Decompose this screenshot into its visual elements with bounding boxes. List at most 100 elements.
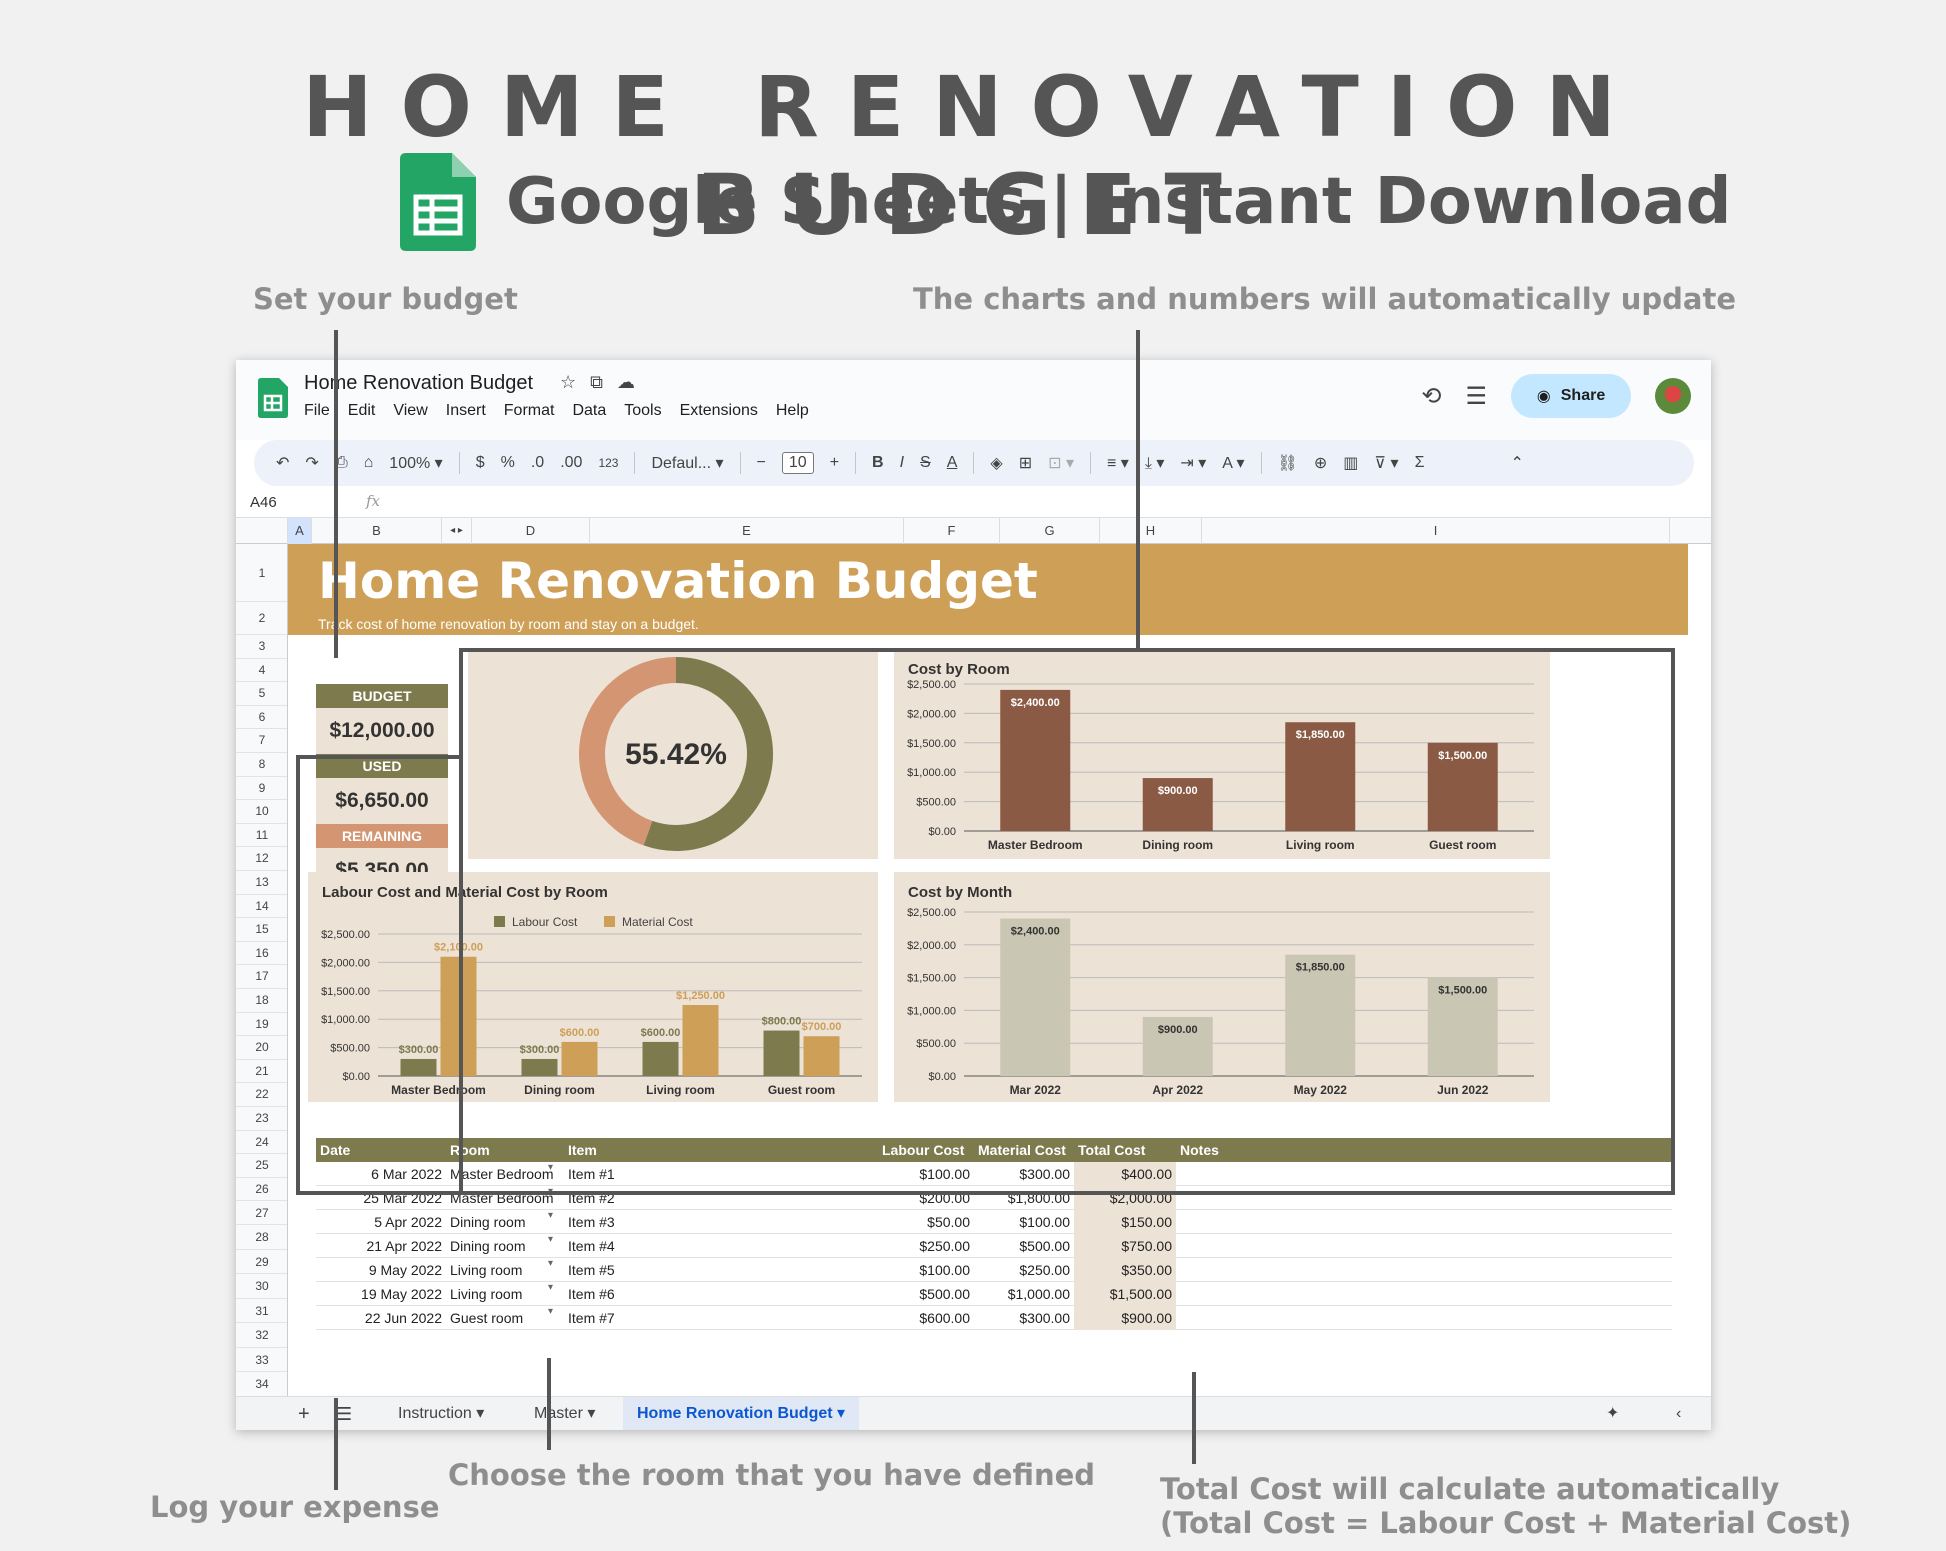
document-title[interactable]: Home Renovation Budget bbox=[304, 372, 534, 394]
text-color-icon[interactable]: A bbox=[946, 454, 958, 471]
row-header[interactable]: 31 bbox=[236, 1299, 287, 1324]
table-cell[interactable]: $100.00 bbox=[1019, 1214, 1070, 1230]
row-header[interactable]: 16 bbox=[236, 942, 287, 966]
zoom-select[interactable]: 100% ▾ bbox=[389, 455, 443, 472]
table-cell[interactable]: $900.00 bbox=[1074, 1306, 1176, 1330]
table-cell[interactable]: 19 May 2022 bbox=[361, 1286, 442, 1302]
room-dropdown-icon[interactable]: ▾ bbox=[548, 1234, 554, 1245]
share-button[interactable]: ◉ Share bbox=[1511, 374, 1631, 418]
row-header[interactable]: 24 bbox=[236, 1131, 287, 1155]
room-dropdown-icon[interactable]: ▾ bbox=[548, 1306, 554, 1317]
column-header[interactable]: ◂ ▸ bbox=[442, 518, 472, 544]
table-cell[interactable]: 21 Apr 2022 bbox=[366, 1238, 442, 1254]
horizontal-align-icon[interactable]: ≡ ▾ bbox=[1107, 455, 1129, 472]
table-cell[interactable]: 9 May 2022 bbox=[368, 1262, 442, 1278]
explore-icon[interactable]: ✦ bbox=[1606, 1405, 1620, 1422]
column-header[interactable]: G bbox=[1000, 518, 1100, 544]
table-cell[interactable]: Item #5 bbox=[568, 1262, 615, 1278]
table-row[interactable]: 19 May 2022 ▾ Living room Item #6 $500.00 $1,… bbox=[316, 1282, 1672, 1306]
functions-icon[interactable]: Σ bbox=[1414, 454, 1425, 471]
row-header[interactable]: 20 bbox=[236, 1036, 287, 1060]
table-cell[interactable]: $750.00 bbox=[1074, 1234, 1176, 1258]
row-header[interactable]: 25 bbox=[236, 1154, 287, 1178]
table-cell[interactable]: $500.00 bbox=[1019, 1238, 1070, 1254]
row-header[interactable]: 32 bbox=[236, 1323, 287, 1348]
menu-extensions[interactable]: Extensions bbox=[679, 402, 758, 419]
decrease-decimal-button[interactable]: .0 bbox=[530, 454, 545, 471]
menu-file[interactable]: File bbox=[304, 402, 330, 419]
row-header[interactable]: 14 bbox=[236, 895, 287, 919]
column-header[interactable]: H bbox=[1100, 518, 1202, 544]
row-header[interactable]: 18 bbox=[236, 989, 287, 1013]
table-cell[interactable]: $100.00 bbox=[919, 1262, 970, 1278]
collapse-toolbar-icon[interactable]: ⌃ bbox=[1510, 455, 1524, 472]
room-dropdown-icon[interactable]: ▾ bbox=[548, 1258, 554, 1269]
column-header[interactable]: I bbox=[1202, 518, 1670, 544]
table-cell[interactable]: Item #1 bbox=[568, 1166, 615, 1182]
font-size-input[interactable]: 10 bbox=[781, 452, 814, 474]
font-select[interactable]: Defaul... ▾ bbox=[651, 455, 724, 472]
insert-chart-icon[interactable]: ▥ bbox=[1343, 455, 1359, 472]
menu-insert[interactable]: Insert bbox=[445, 402, 486, 419]
row-header[interactable]: 2 bbox=[236, 602, 287, 635]
row-header[interactable]: 28 bbox=[236, 1225, 287, 1250]
row-header[interactable]: 23 bbox=[236, 1107, 287, 1131]
row-header[interactable]: 29 bbox=[236, 1250, 287, 1275]
table-row[interactable]: 22 Jun 2022 ▾ Guest room Item #7 $600.00 $300… bbox=[316, 1306, 1672, 1330]
column-header[interactable] bbox=[236, 518, 288, 544]
table-cell[interactable]: Item #6 bbox=[568, 1286, 615, 1302]
donut-chart-panel[interactable]: 55.42% bbox=[468, 649, 878, 859]
table-cell[interactable]: $250.00 bbox=[919, 1238, 970, 1254]
menu-format[interactable]: Format bbox=[503, 402, 555, 419]
row-header[interactable]: 27 bbox=[236, 1201, 287, 1226]
row-header[interactable]: 17 bbox=[236, 965, 287, 989]
percent-format-button[interactable]: % bbox=[500, 454, 515, 471]
column-header[interactable]: D bbox=[472, 518, 590, 544]
table-cell[interactable]: Guest room bbox=[450, 1310, 524, 1326]
row-header[interactable]: 22 bbox=[236, 1083, 287, 1107]
vertical-align-icon[interactable]: ⤓ ▾ bbox=[1144, 455, 1165, 472]
all-sheets-icon[interactable]: ☰ bbox=[336, 1404, 353, 1424]
table-cell[interactable]: Dining room bbox=[450, 1238, 526, 1254]
table-row[interactable]: 5 Apr 2022 ▾ Dining room Item #3 $50.00 $100.… bbox=[316, 1210, 1672, 1234]
merge-cells-icon[interactable]: ⊡ ▾ bbox=[1048, 455, 1074, 472]
table-cell[interactable]: $1,500.00 bbox=[1074, 1282, 1176, 1306]
font-size-increase-icon[interactable]: + bbox=[829, 454, 840, 471]
row-header[interactable]: 12 bbox=[236, 847, 287, 871]
table-cell[interactable]: $500.00 bbox=[919, 1286, 970, 1302]
column-header[interactable]: A bbox=[288, 518, 312, 544]
row-header[interactable]: 21 bbox=[236, 1060, 287, 1084]
table-row[interactable]: 6 Mar 2022 ▾ Master Bedroom Item #1 $100.00 $… bbox=[316, 1162, 1672, 1186]
row-header[interactable]: 9 bbox=[236, 777, 287, 801]
menu-help[interactable]: Help bbox=[775, 402, 809, 419]
row-header[interactable]: 5 bbox=[236, 682, 287, 706]
cost-by-month-panel[interactable]: Cost by Month $2,500.00 $2,000.00 $1,500.0… bbox=[894, 872, 1550, 1102]
table-cell[interactable]: $1,000.00 bbox=[1007, 1286, 1070, 1302]
version-history-icon[interactable]: ⟲ bbox=[1421, 382, 1442, 410]
column-header[interactable]: F bbox=[904, 518, 1000, 544]
star-icon[interactable]: ☆ bbox=[560, 372, 577, 392]
row-header[interactable]: 3 bbox=[236, 635, 287, 659]
row-header[interactable]: 10 bbox=[236, 800, 287, 824]
table-cell[interactable]: $300.00 bbox=[1019, 1166, 1070, 1182]
table-cell[interactable]: $600.00 bbox=[919, 1310, 970, 1326]
room-dropdown-icon[interactable]: ▾ bbox=[548, 1282, 554, 1293]
menu-edit[interactable]: Edit bbox=[347, 402, 376, 419]
budget-value[interactable]: $12,000.00 bbox=[316, 708, 448, 754]
row-header[interactable]: 1 bbox=[236, 544, 287, 602]
row-header[interactable]: 13 bbox=[236, 871, 287, 895]
tab-home-renovation-budget[interactable]: Home Renovation Budget ▾ bbox=[623, 1397, 860, 1430]
table-cell[interactable]: Item #4 bbox=[568, 1238, 615, 1254]
sheets-doc-icon[interactable] bbox=[258, 378, 288, 418]
table-cell[interactable]: $150.00 bbox=[1074, 1210, 1176, 1234]
row-header[interactable]: 34 bbox=[236, 1372, 287, 1396]
add-sheet-icon[interactable]: + bbox=[298, 1403, 310, 1425]
avatar[interactable] bbox=[1655, 378, 1691, 414]
table-cell[interactable]: Dining room bbox=[450, 1214, 526, 1230]
table-row[interactable]: 21 Apr 2022 ▾ Dining room Item #4 $250.00 $50… bbox=[316, 1234, 1672, 1258]
tab-instruction[interactable]: Instruction ▾ bbox=[398, 1405, 485, 1422]
row-header[interactable]: 4 bbox=[236, 659, 287, 683]
table-cell[interactable]: Living room bbox=[450, 1262, 523, 1278]
room-dropdown-icon[interactable]: ▾ bbox=[548, 1210, 554, 1221]
insert-comment-icon[interactable]: ⊕ bbox=[1313, 455, 1328, 472]
